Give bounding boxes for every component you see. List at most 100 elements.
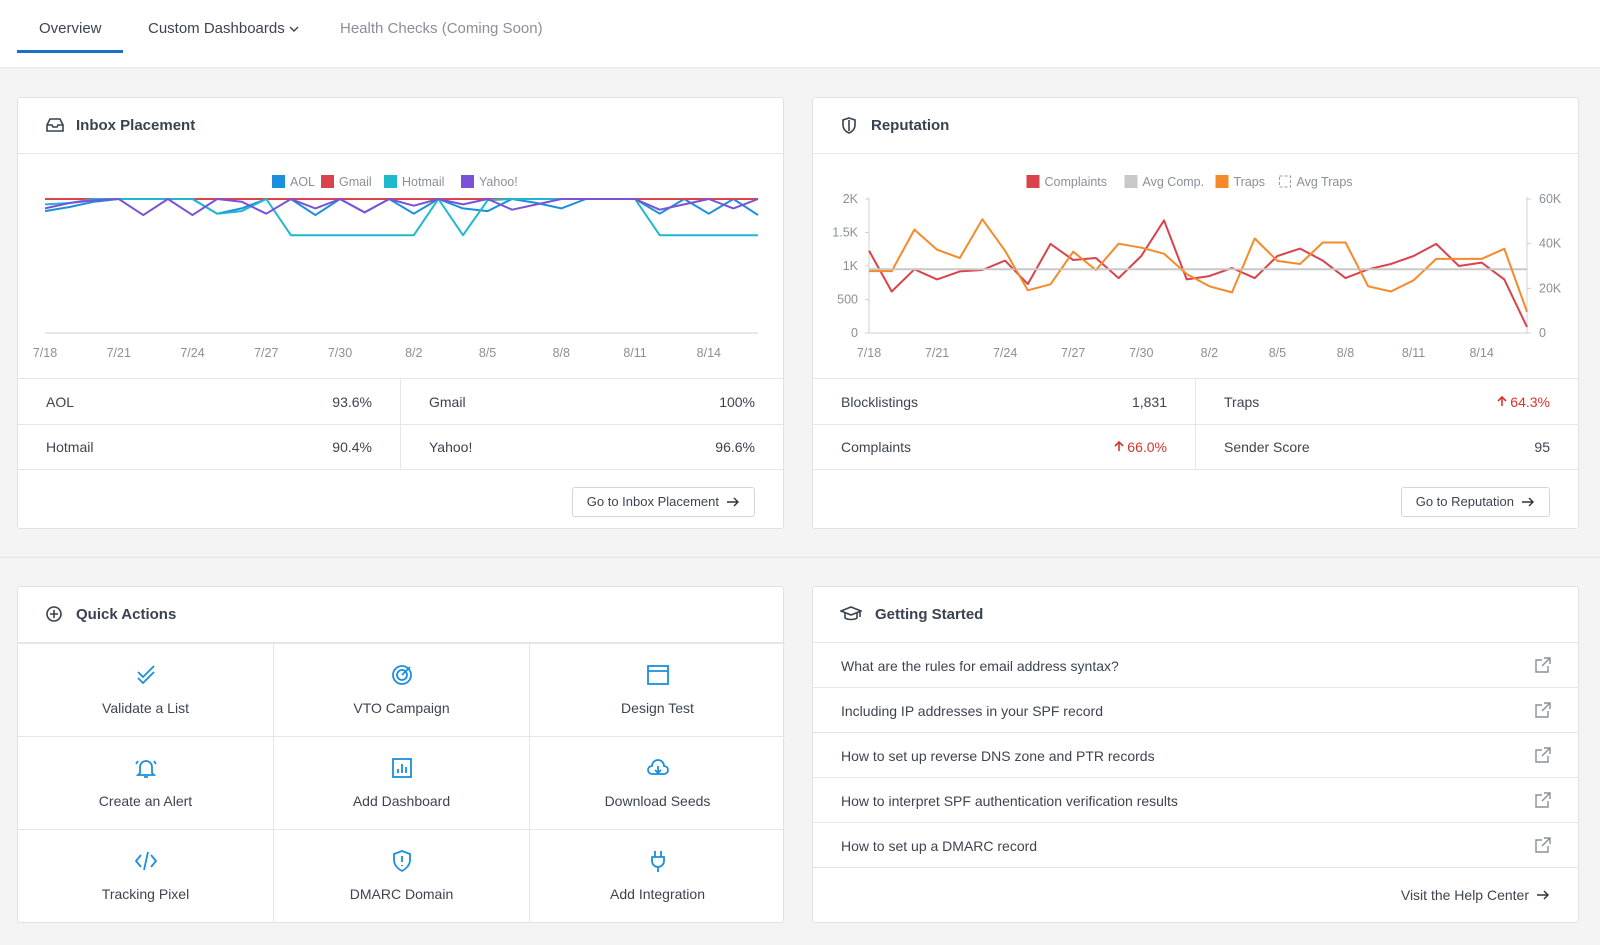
y-tick-label: 2K xyxy=(843,192,859,206)
help-article[interactable]: How to set up a DMARC record xyxy=(813,823,1578,868)
shield-icon xyxy=(842,117,856,134)
legend-label: AOL xyxy=(290,175,315,189)
legend-label: Complaints xyxy=(1045,175,1108,189)
stat-value-text: 66.0% xyxy=(1127,439,1167,455)
icon xyxy=(134,851,157,871)
legend-swatch xyxy=(1124,175,1138,188)
stats-row: Blocklistings 1,831 Traps 64.3% xyxy=(813,378,1578,424)
tab[interactable]: Custom Dashboards xyxy=(148,20,299,37)
active-tab-indicator xyxy=(17,50,123,53)
panel-header: Getting Started xyxy=(813,587,1578,643)
x-tick-label: 7/30 xyxy=(1129,346,1153,360)
action[interactable]: Tracking Pixel xyxy=(18,829,274,922)
getting-started-panel: Getting Started What are the rules for e… xyxy=(812,586,1579,923)
x-tick-label: 7/27 xyxy=(1061,346,1085,360)
help-link[interactable]: Visit the Help Center xyxy=(1401,887,1550,903)
icon xyxy=(391,758,412,778)
series-line xyxy=(868,219,1528,328)
stats-table: AOL 93.6% Gmail 100% Hotmail 90.4% Yahoo! 96… xyxy=(18,378,783,470)
stat-label: Gmail xyxy=(429,393,466,410)
panel-title: Reputation xyxy=(871,117,950,134)
button-label: Go to Reputation xyxy=(1415,494,1514,509)
stat-value: 90.4% xyxy=(332,439,372,455)
legend-swatch xyxy=(384,175,397,188)
panel-title: Inbox Placement xyxy=(76,117,196,134)
stat: Complaints 66.0% xyxy=(813,425,1195,469)
section-divider xyxy=(0,557,1600,558)
action[interactable]: Validate a List xyxy=(18,643,274,736)
help-link-label: Visit the Help Center xyxy=(1400,887,1529,903)
button-label: Go to Inbox Placement xyxy=(586,494,719,509)
action-label: Validate a List xyxy=(102,700,189,716)
x-tick-label: 8/14 xyxy=(1469,346,1493,360)
tab[interactable]: Overview xyxy=(39,20,102,37)
stat-value: 100% xyxy=(719,393,755,410)
icon xyxy=(391,665,412,685)
x-tick-label: 7/24 xyxy=(180,346,204,360)
stat: Yahoo! 96.6% xyxy=(400,425,783,469)
series-line xyxy=(44,198,758,237)
stat-label: Blocklistings xyxy=(841,393,919,410)
stat-label: AOL xyxy=(46,393,75,410)
article-title: Including IP addresses in your SPF recor… xyxy=(841,703,1103,719)
stat-value: 1,831 xyxy=(1132,394,1167,410)
x-tick-label: 8/11 xyxy=(623,346,646,360)
x-tick-label: 7/21 xyxy=(925,346,949,360)
stat: Blocklistings 1,831 xyxy=(813,379,1195,424)
stat-value: 93.6% xyxy=(332,393,372,410)
action[interactable]: Add Dashboard xyxy=(274,736,530,829)
legend-label: Avg Comp. xyxy=(1143,175,1205,189)
action-label: DMARC Domain xyxy=(349,886,454,902)
stat: AOL 93.6% xyxy=(18,379,400,424)
help-article[interactable]: Including IP addresses in your SPF recor… xyxy=(813,688,1578,733)
stat-label: Sender Score xyxy=(1224,439,1310,455)
plus-icon xyxy=(46,606,62,622)
stat-label: Traps xyxy=(1224,393,1260,410)
icon xyxy=(136,665,155,685)
x-tick-label: 7/18 xyxy=(857,346,881,360)
action-label: Add Dashboard xyxy=(352,793,451,809)
action-grid: Validate a List VTO Campaign Design Test… xyxy=(18,643,785,922)
action[interactable]: Design Test xyxy=(530,643,785,736)
arrow-icon xyxy=(1522,497,1534,507)
legend-label: Hotmail xyxy=(402,175,444,189)
y-tick-label: 500 xyxy=(837,293,858,307)
arrow-icon xyxy=(1537,890,1549,900)
panel-header: Reputation xyxy=(813,98,1578,154)
x-tick-label: 7/30 xyxy=(328,346,352,360)
button[interactable]: Go to Reputation xyxy=(1400,487,1550,517)
legend-swatch xyxy=(1026,175,1040,188)
action[interactable]: Create an Alert xyxy=(18,736,274,829)
article-title: How to set up a DMARC record xyxy=(841,838,1038,854)
stat-value-text: 64.3% xyxy=(1510,393,1550,410)
help-article[interactable]: How to set up reverse DNS zone and PTR r… xyxy=(813,733,1578,778)
stats-row: Hotmail 90.4% Yahoo! 96.6% xyxy=(18,424,783,470)
external-icon xyxy=(1535,702,1551,718)
legend-label: Gmail xyxy=(339,175,372,189)
icon xyxy=(650,851,665,872)
button[interactable]: Go to Inbox Placement xyxy=(571,487,755,517)
help-article[interactable]: What are the rules for email address syn… xyxy=(813,643,1578,688)
y-tick-label: 0 xyxy=(851,326,858,340)
action[interactable]: Add Integration xyxy=(530,829,785,922)
action[interactable]: DMARC Domain xyxy=(274,829,530,922)
y2-tick-label: 60K xyxy=(1539,192,1562,206)
chevron xyxy=(289,26,299,32)
tab[interactable]: Health Checks (Coming Soon) xyxy=(340,20,543,37)
top-nav: Overview Custom Dashboards Health Checks… xyxy=(0,0,1600,68)
inbox-icon xyxy=(46,118,64,132)
action-label: VTO Campaign xyxy=(353,700,450,716)
stat-label: Hotmail xyxy=(46,439,94,455)
y-tick-label: 1K xyxy=(843,259,859,273)
stats-table: Blocklistings 1,831 Traps 64.3% Complaints… xyxy=(813,378,1578,470)
series-line xyxy=(869,218,1528,313)
x-tick-label: 8/2 xyxy=(405,346,422,360)
stats-row: AOL 93.6% Gmail 100% xyxy=(18,378,783,424)
legend-label: Yahoo! xyxy=(479,175,518,189)
help-article[interactable]: How to interpret SPF authentication veri… xyxy=(813,778,1578,823)
x-tick-label: 8/2 xyxy=(1201,346,1218,360)
action[interactable]: Download Seeds xyxy=(530,736,785,829)
action[interactable]: VTO Campaign xyxy=(274,643,530,736)
external-icon xyxy=(1535,792,1551,808)
